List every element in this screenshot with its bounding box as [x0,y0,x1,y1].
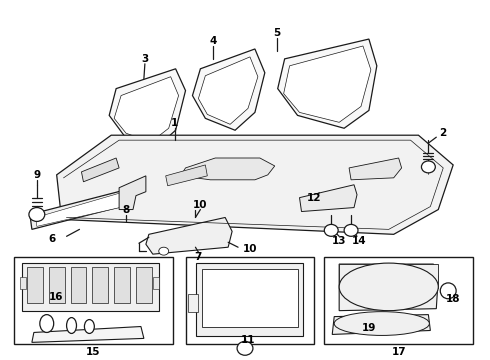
Bar [324,257,473,345]
Polygon shape [284,46,371,122]
Text: 9: 9 [33,170,40,180]
Polygon shape [193,49,265,130]
Bar [27,267,43,303]
Bar [339,264,438,288]
Bar [114,267,130,303]
Polygon shape [166,165,207,186]
Ellipse shape [40,315,54,332]
Polygon shape [119,176,146,210]
Text: 18: 18 [446,294,461,304]
Polygon shape [299,185,357,212]
Polygon shape [36,193,124,226]
Text: 6: 6 [48,234,55,244]
Text: 3: 3 [141,54,148,64]
Ellipse shape [344,224,358,236]
Bar [202,269,297,327]
Text: 17: 17 [392,347,406,357]
Bar [14,257,172,345]
Text: 19: 19 [362,324,376,333]
Ellipse shape [324,224,338,236]
Polygon shape [32,327,144,342]
Text: 15: 15 [86,347,100,357]
Ellipse shape [441,283,456,299]
Ellipse shape [334,312,429,336]
Text: 8: 8 [122,204,130,215]
Text: 2: 2 [440,128,447,138]
Polygon shape [349,158,402,180]
Polygon shape [339,264,438,311]
Polygon shape [30,190,129,229]
Bar [153,277,159,289]
Polygon shape [278,39,377,128]
Ellipse shape [237,341,253,355]
Polygon shape [114,77,178,142]
Text: 5: 5 [273,28,280,38]
Text: 7: 7 [195,252,202,262]
Text: 10: 10 [193,199,208,210]
Bar [186,257,315,345]
Ellipse shape [29,208,45,221]
Ellipse shape [159,247,169,255]
Polygon shape [181,158,275,180]
Ellipse shape [84,320,95,333]
Text: 12: 12 [307,193,321,203]
Ellipse shape [421,161,435,173]
Text: 4: 4 [210,36,217,46]
Polygon shape [81,158,119,182]
Polygon shape [109,69,186,148]
Polygon shape [146,217,232,254]
Text: 14: 14 [352,236,367,246]
Polygon shape [57,135,453,234]
Polygon shape [332,315,430,334]
Bar [49,267,65,303]
Bar [196,263,303,337]
Text: 13: 13 [332,236,346,246]
Text: 10: 10 [243,244,257,254]
Text: 11: 11 [241,336,255,345]
Polygon shape [198,57,258,124]
Bar [92,267,108,303]
Bar [71,267,86,303]
Bar [189,294,198,312]
Text: 16: 16 [49,292,63,302]
Ellipse shape [339,263,438,311]
Bar [22,263,159,311]
Ellipse shape [67,318,76,333]
Bar [136,267,152,303]
Bar [20,277,26,289]
Text: 1: 1 [171,118,178,128]
